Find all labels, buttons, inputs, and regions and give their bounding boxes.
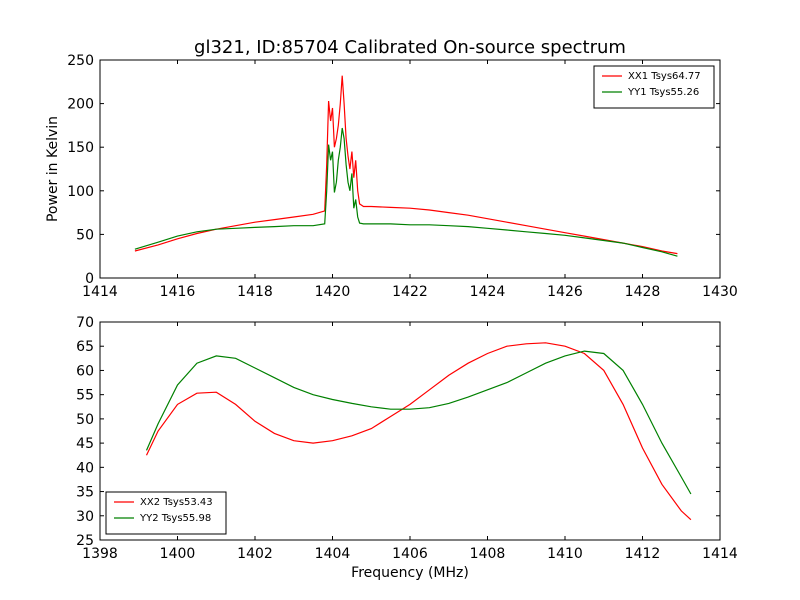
x-tick-label: 1414 — [82, 284, 118, 300]
figure-title: gl321, ID:85704 Calibrated On-source spe… — [194, 37, 626, 58]
y-tick-label: 65 — [76, 339, 94, 355]
y-tick-label: 200 — [67, 97, 94, 113]
legend-label: YY1 Tsys55.26 — [627, 87, 699, 98]
y-tick-label: 150 — [67, 140, 94, 156]
y-tick-label: 25 — [76, 533, 94, 549]
x-tick-label: 1426 — [547, 284, 583, 300]
x-tick-label: 1422 — [392, 284, 428, 300]
legend: XX2 Tsys53.43 YY2 Tsys55.98 — [105, 491, 227, 535]
top-spectrum-plot: 1414 1416 1418 1420 1422 1424 1426 1428 1430 0 50 1… — [45, 53, 738, 300]
series-line-1 — [134, 75, 678, 255]
y-tick-label: 35 — [76, 485, 94, 501]
x-tick-label: 1410 — [547, 546, 583, 562]
y-axis-label: Power in Kelvin — [45, 116, 61, 222]
y-tick-label: 250 — [67, 53, 94, 69]
y-tick-label: 50 — [76, 412, 94, 428]
x-tick-label: 1398 — [82, 546, 118, 562]
x-tick-label: 1420 — [315, 284, 351, 300]
y-tick-label: 50 — [76, 227, 94, 243]
x-tick-label: 1406 — [392, 546, 428, 562]
x-tick-label: 1414 — [702, 546, 738, 562]
x-tick-label: 1408 — [470, 546, 506, 562]
x-tick-label: 1428 — [625, 284, 661, 300]
x-tick-label: 1412 — [625, 546, 661, 562]
legend-box — [593, 65, 715, 109]
y-tick-label: 55 — [76, 388, 94, 404]
legend-label: YY2 Tsys55.98 — [139, 513, 211, 524]
y-tick-label: 70 — [76, 315, 94, 331]
x-axis-label: Frequency (MHz) — [351, 565, 469, 581]
series-line-1 — [145, 342, 692, 521]
x-tick-label: 1402 — [237, 546, 273, 562]
legend-label: XX2 Tsys53.43 — [140, 497, 213, 508]
x-tick-label: 1430 — [702, 284, 738, 300]
x-tick-label: 1400 — [160, 546, 196, 562]
bottom-spectrum-plot: 1398 1400 1402 1404 1406 1408 1410 1412 1414 25 30… — [76, 315, 738, 581]
series-line-2 — [145, 350, 692, 495]
x-tick-label: 1404 — [315, 546, 351, 562]
series-line-2 — [134, 127, 678, 257]
legend-label: XX1 Tsys64.77 — [628, 71, 701, 82]
x-tick-label: 1418 — [237, 284, 273, 300]
legend-box — [105, 491, 227, 535]
y-tick-label: 60 — [76, 363, 94, 379]
x-tick-label: 1416 — [160, 284, 196, 300]
y-tick-label: 100 — [67, 184, 94, 200]
y-tick-label: 45 — [76, 436, 94, 452]
legend: XX1 Tsys64.77 YY1 Tsys55.26 — [593, 65, 715, 109]
y-tick-label: 30 — [76, 509, 94, 525]
y-tick-label: 40 — [76, 460, 94, 476]
y-tick-label: 0 — [85, 271, 94, 287]
x-tick-label: 1424 — [470, 284, 506, 300]
